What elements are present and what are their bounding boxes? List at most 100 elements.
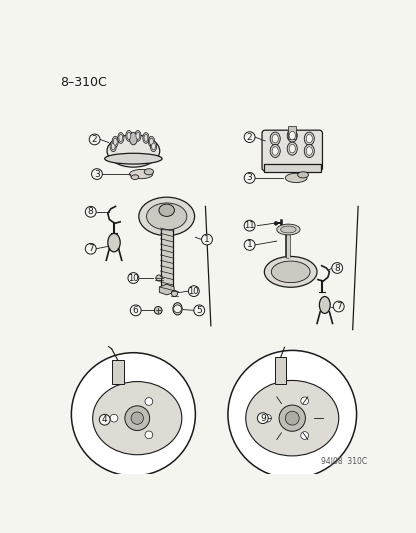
Ellipse shape [264,256,317,287]
Bar [288,126,296,140]
Text: 3: 3 [94,169,100,179]
Ellipse shape [126,131,132,141]
Ellipse shape [285,173,307,182]
Ellipse shape [151,143,156,150]
Ellipse shape [129,133,137,145]
Ellipse shape [277,224,300,235]
Text: 7: 7 [336,302,342,311]
Circle shape [301,432,309,439]
Text: 2: 2 [247,133,253,142]
Ellipse shape [246,381,339,456]
Ellipse shape [298,172,309,178]
Circle shape [285,411,299,425]
Ellipse shape [93,382,182,455]
Text: 3: 3 [247,173,253,182]
Ellipse shape [319,296,330,313]
Ellipse shape [154,306,162,314]
Circle shape [99,414,110,425]
Ellipse shape [105,154,162,164]
Text: 10: 10 [128,273,139,282]
Circle shape [72,353,196,476]
Text: 8: 8 [88,207,94,216]
Circle shape [188,286,199,296]
Ellipse shape [118,133,124,143]
Text: 9: 9 [260,414,266,423]
Circle shape [173,305,181,313]
Ellipse shape [272,134,278,143]
Circle shape [145,398,153,405]
Bar [275,357,286,384]
Circle shape [244,132,255,142]
Ellipse shape [289,144,295,153]
Ellipse shape [143,133,149,143]
Circle shape [301,397,309,405]
Ellipse shape [270,144,280,158]
Ellipse shape [289,131,295,140]
Ellipse shape [271,261,310,282]
Text: 2: 2 [92,135,97,144]
Ellipse shape [108,233,120,252]
Circle shape [264,414,271,422]
Ellipse shape [272,147,278,155]
Ellipse shape [111,143,115,150]
Circle shape [333,301,344,312]
Ellipse shape [150,138,154,145]
Ellipse shape [110,141,116,152]
Text: 10: 10 [188,287,199,296]
Text: 94J08  310C: 94J08 310C [320,457,366,466]
Ellipse shape [156,275,162,281]
Ellipse shape [159,204,174,216]
Ellipse shape [146,203,187,230]
Ellipse shape [119,134,123,141]
Ellipse shape [131,175,139,180]
Text: 4: 4 [102,415,107,424]
Ellipse shape [144,168,154,175]
Ellipse shape [107,135,160,167]
Circle shape [244,239,255,251]
Circle shape [92,168,102,180]
Bar [161,224,173,289]
Circle shape [244,220,255,231]
Ellipse shape [136,132,140,139]
Ellipse shape [304,132,314,145]
Bar [111,360,124,384]
Ellipse shape [112,136,118,147]
Ellipse shape [306,134,312,143]
Ellipse shape [171,290,178,296]
Ellipse shape [270,132,280,145]
Circle shape [202,234,213,245]
Ellipse shape [306,147,312,155]
Text: 1: 1 [247,240,253,249]
Bar [264,164,321,172]
Text: 5: 5 [196,306,202,315]
Ellipse shape [304,144,314,158]
Circle shape [110,414,118,422]
Ellipse shape [281,226,296,233]
Circle shape [244,173,255,183]
Circle shape [128,273,139,284]
Circle shape [85,244,96,254]
Ellipse shape [135,131,141,141]
Text: 6: 6 [133,306,139,315]
Ellipse shape [149,136,155,147]
Ellipse shape [129,169,153,179]
Ellipse shape [287,129,297,142]
Circle shape [279,405,305,431]
Ellipse shape [127,132,131,139]
FancyBboxPatch shape [262,130,322,171]
Circle shape [332,263,343,273]
Circle shape [145,431,153,439]
Ellipse shape [139,197,195,236]
Circle shape [274,221,278,225]
Circle shape [130,305,141,316]
Text: 8–310C: 8–310C [60,76,106,90]
Polygon shape [159,284,174,295]
Text: 1: 1 [204,235,210,244]
Text: 11: 11 [244,221,255,230]
Ellipse shape [173,303,182,315]
Circle shape [228,350,357,478]
Circle shape [89,134,100,145]
Ellipse shape [144,134,148,141]
Circle shape [131,412,144,424]
Ellipse shape [287,142,297,155]
